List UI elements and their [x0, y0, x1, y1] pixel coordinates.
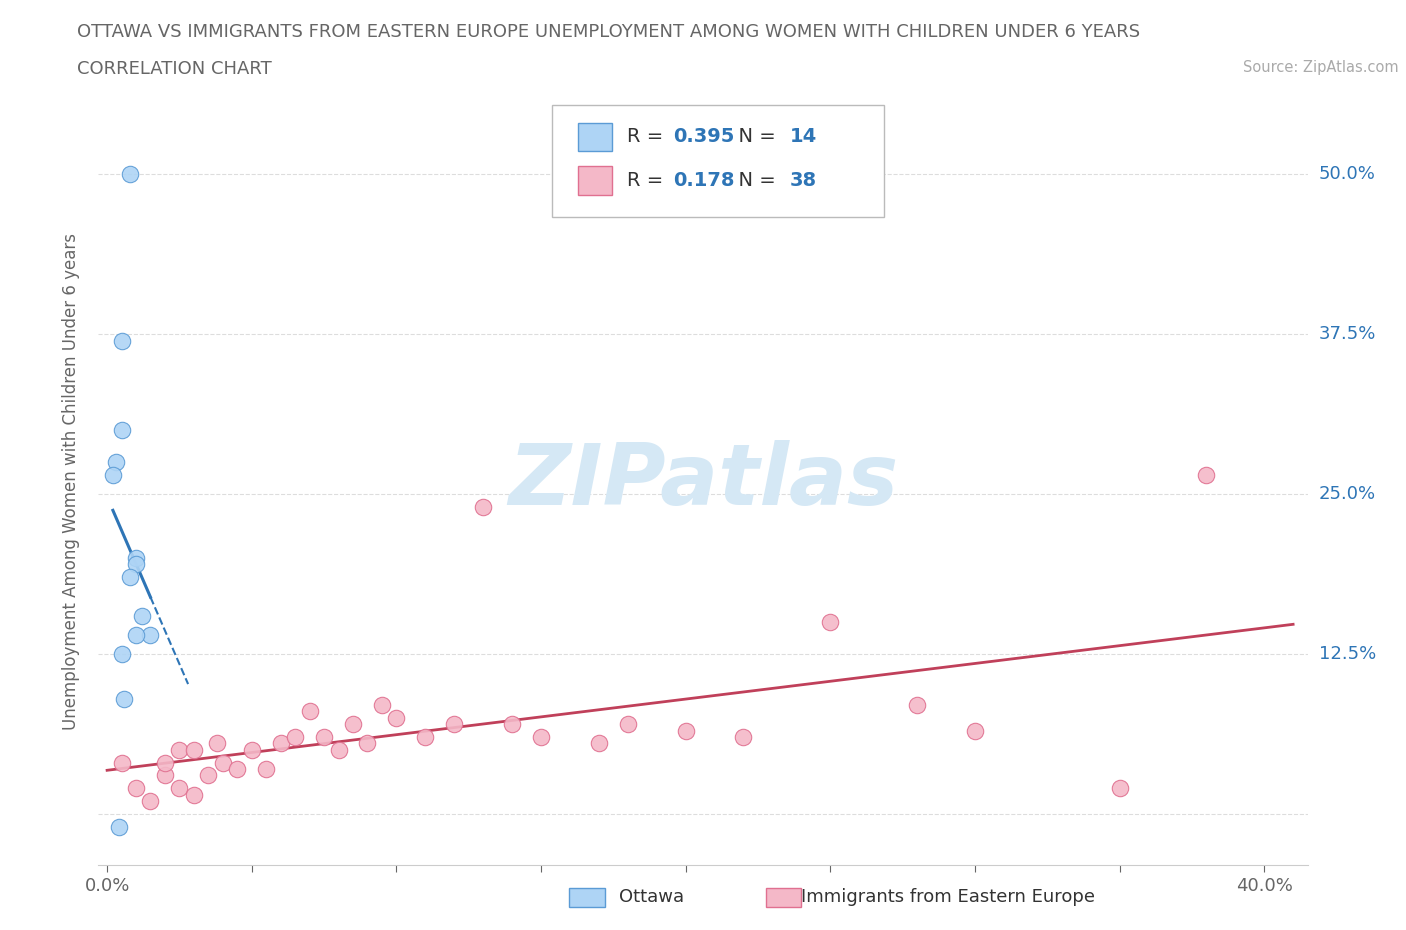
Point	[205, 736, 228, 751]
Point	[820, 615, 842, 630]
Point	[183, 742, 205, 757]
Point	[963, 724, 986, 738]
FancyBboxPatch shape	[551, 105, 884, 217]
Point	[342, 717, 364, 732]
Point	[1108, 780, 1130, 795]
Point	[114, 691, 136, 706]
Point	[153, 755, 176, 770]
Point	[298, 704, 321, 719]
Point	[110, 755, 132, 770]
Point	[110, 333, 132, 348]
Point	[139, 793, 162, 808]
Point	[312, 729, 335, 744]
Point	[125, 780, 148, 795]
Point	[905, 698, 928, 712]
Point	[254, 762, 277, 777]
Text: 0.178: 0.178	[673, 170, 734, 190]
Text: 38: 38	[790, 170, 817, 190]
Point	[153, 768, 176, 783]
Point	[110, 646, 132, 661]
Point	[284, 729, 307, 744]
Text: R =: R =	[627, 127, 669, 146]
Text: R =: R =	[627, 170, 669, 190]
Point	[131, 608, 153, 623]
Point	[530, 729, 553, 744]
Point	[472, 499, 495, 514]
Point	[110, 422, 132, 438]
Point	[125, 551, 148, 565]
Text: N =: N =	[725, 127, 782, 146]
Point	[385, 711, 408, 725]
Text: 14: 14	[790, 127, 817, 146]
Text: 0.395: 0.395	[673, 127, 734, 146]
Point	[1195, 468, 1218, 483]
Text: N =: N =	[725, 170, 782, 190]
Text: 25.0%: 25.0%	[1319, 485, 1376, 503]
Point	[183, 787, 205, 802]
Text: ZIPatlas: ZIPatlas	[508, 440, 898, 523]
Point	[270, 736, 292, 751]
Point	[197, 768, 219, 783]
Text: CORRELATION CHART: CORRELATION CHART	[77, 60, 273, 78]
FancyBboxPatch shape	[578, 123, 613, 152]
Y-axis label: Unemployment Among Women with Children Under 6 years: Unemployment Among Women with Children U…	[62, 232, 80, 730]
Point	[675, 724, 697, 738]
Text: 37.5%: 37.5%	[1319, 326, 1376, 343]
Point	[501, 717, 523, 732]
Point	[226, 762, 249, 777]
Point	[120, 570, 142, 585]
Point	[588, 736, 610, 751]
Point	[443, 717, 465, 732]
Point	[125, 557, 148, 572]
Point	[107, 819, 129, 834]
Point	[413, 729, 436, 744]
Point	[169, 742, 191, 757]
Text: Source: ZipAtlas.com: Source: ZipAtlas.com	[1243, 60, 1399, 75]
Text: 50.0%: 50.0%	[1319, 166, 1375, 183]
Point	[101, 468, 124, 483]
Point	[617, 717, 640, 732]
Text: OTTAWA VS IMMIGRANTS FROM EASTERN EUROPE UNEMPLOYMENT AMONG WOMEN WITH CHILDREN : OTTAWA VS IMMIGRANTS FROM EASTERN EUROPE…	[77, 23, 1140, 41]
FancyBboxPatch shape	[578, 166, 613, 194]
Point	[169, 780, 191, 795]
Point	[328, 742, 350, 757]
Point	[125, 627, 148, 642]
Text: Ottawa: Ottawa	[619, 888, 683, 907]
Text: Immigrants from Eastern Europe: Immigrants from Eastern Europe	[801, 888, 1095, 907]
Point	[356, 736, 378, 751]
Point	[211, 755, 233, 770]
Point	[120, 167, 142, 182]
Text: 12.5%: 12.5%	[1319, 644, 1376, 663]
Point	[104, 455, 127, 470]
Point	[371, 698, 394, 712]
Point	[139, 627, 162, 642]
Point	[240, 742, 263, 757]
Point	[733, 729, 755, 744]
